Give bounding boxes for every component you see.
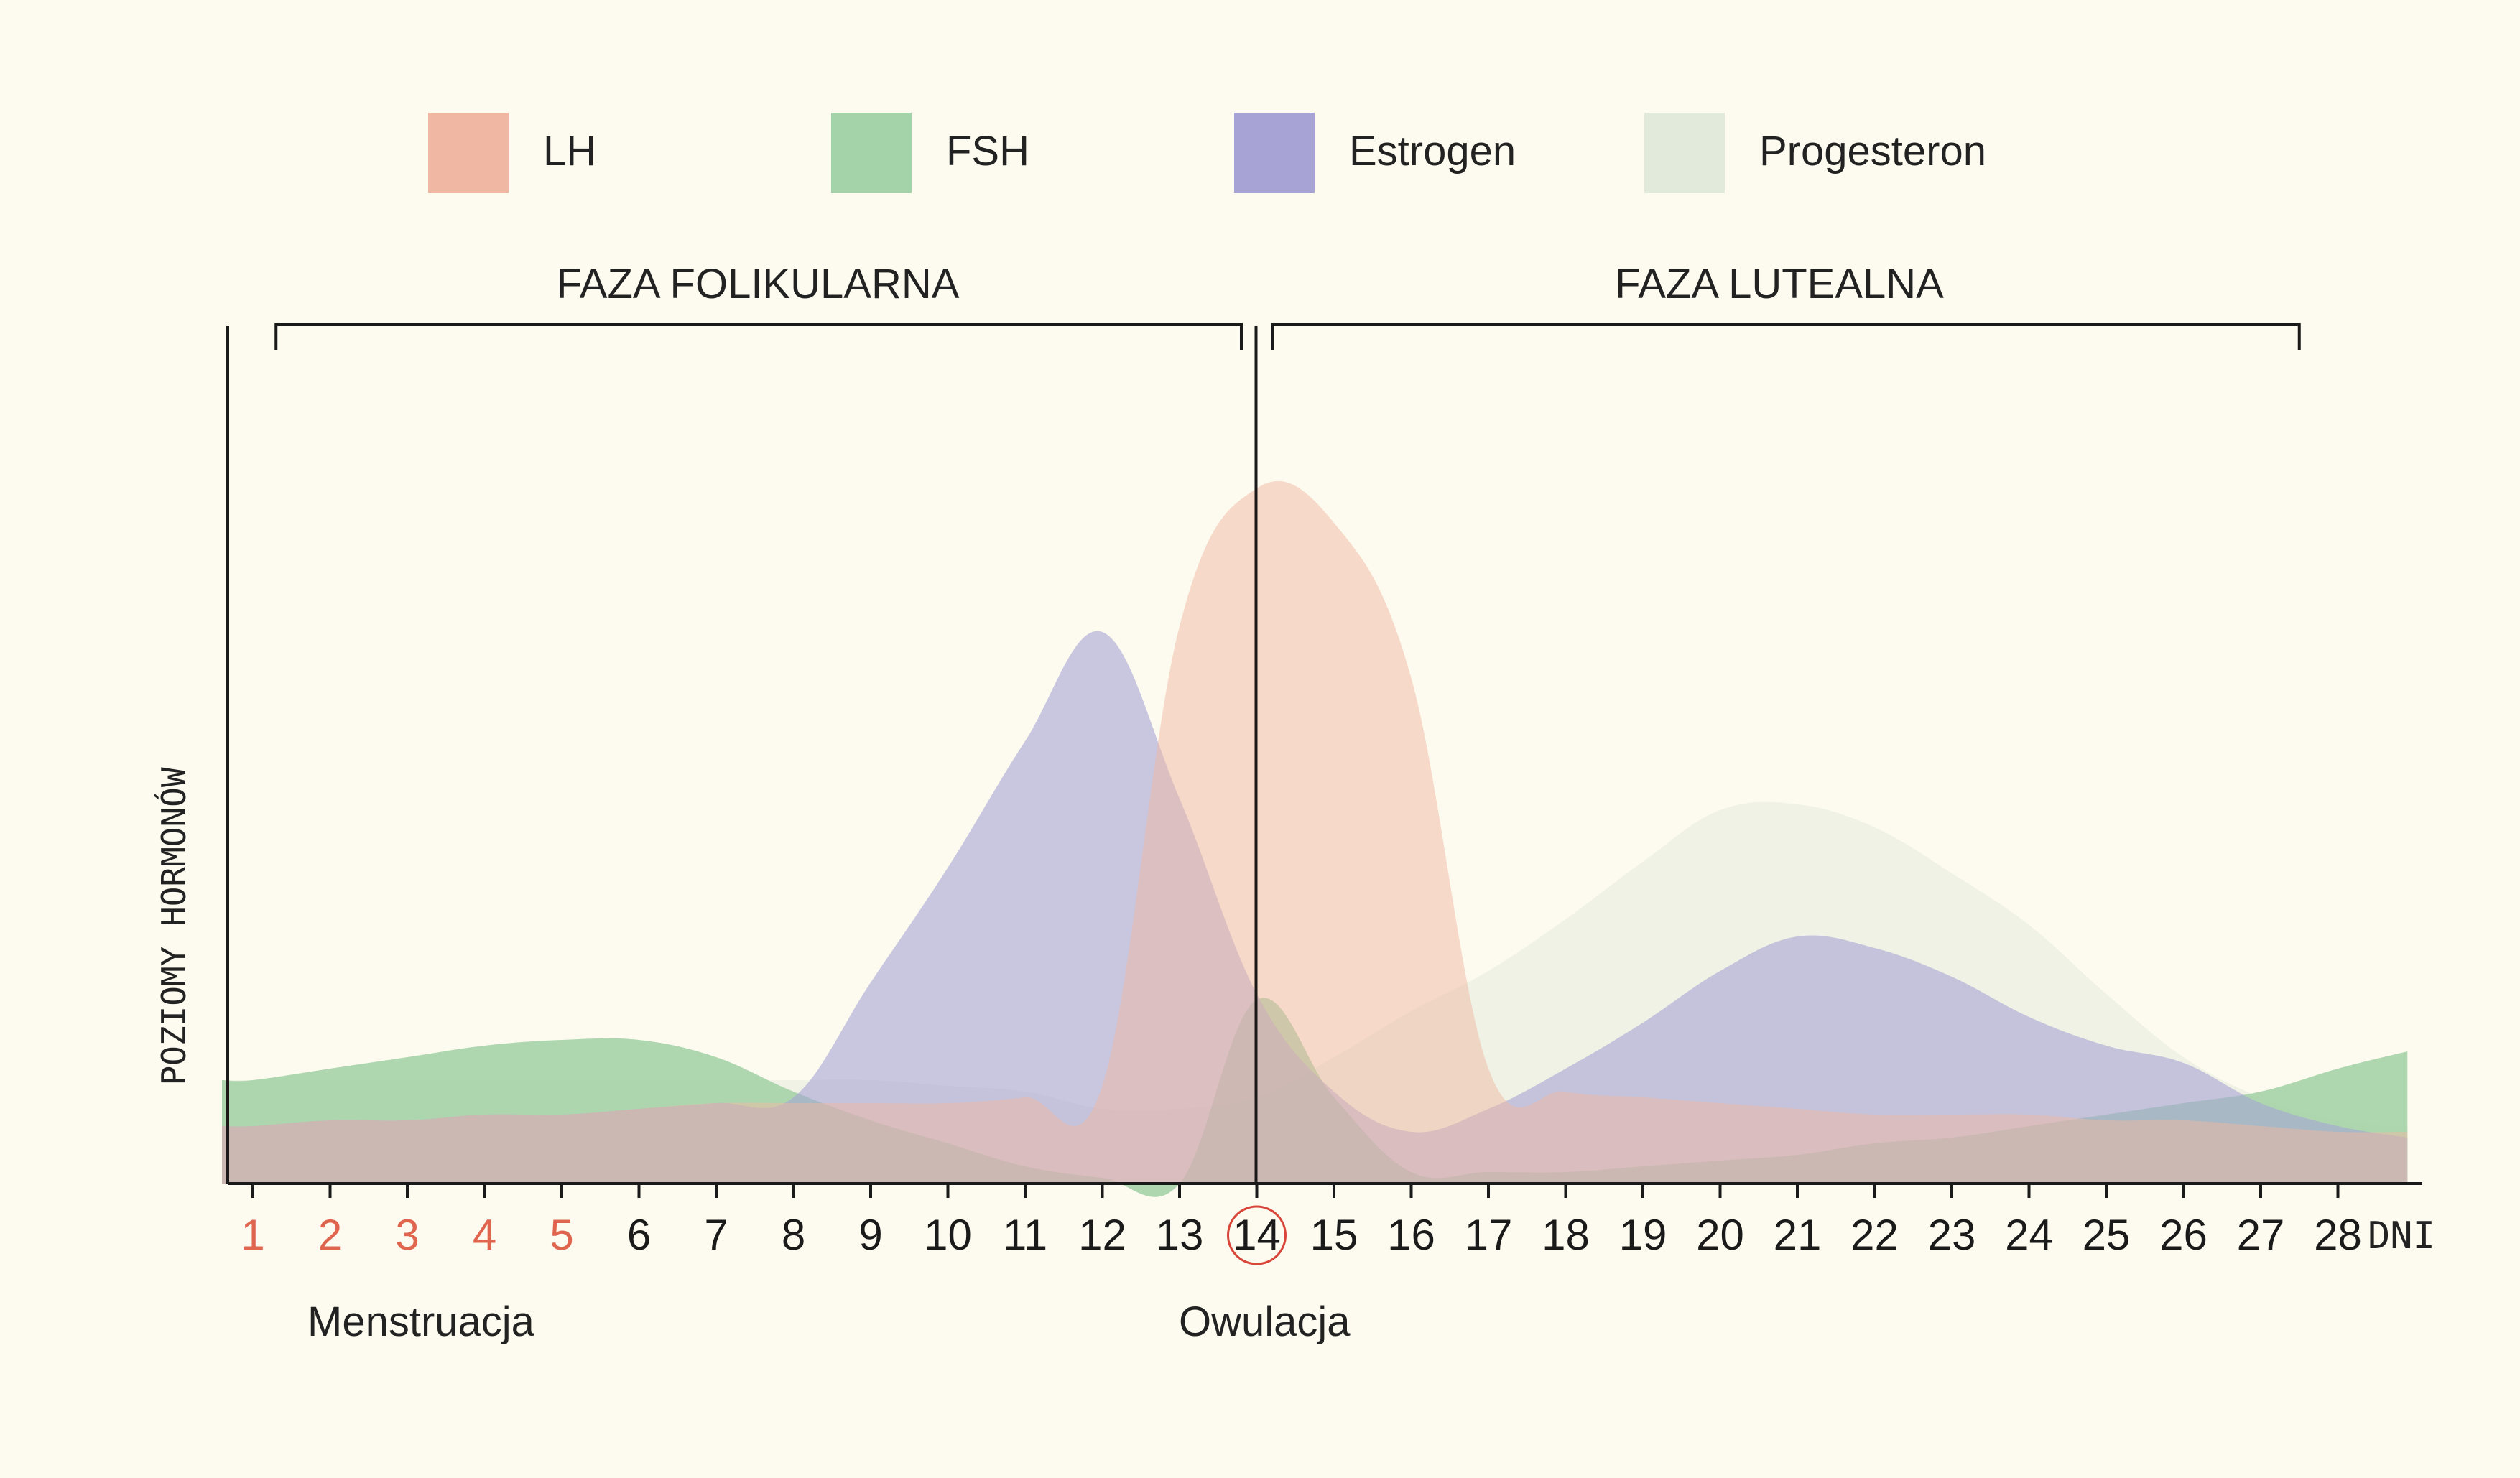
- x-tick-label: 13: [1156, 1211, 1204, 1259]
- x-tick-label: 5: [550, 1211, 573, 1259]
- x-tick-label: 10: [924, 1211, 972, 1259]
- x-tick-label: 26: [2159, 1211, 2208, 1259]
- x-tick-label: 16: [1387, 1211, 1435, 1259]
- x-tick-label: 4: [473, 1211, 496, 1259]
- ovulation-label: Owulacja: [1179, 1298, 1351, 1345]
- x-tick-label: 2: [318, 1211, 342, 1259]
- legend-swatch-estrogen: [1234, 113, 1315, 193]
- ovulation-day-circle: [1227, 1205, 1287, 1265]
- x-axis-unit-label: DNI: [2368, 1214, 2435, 1258]
- x-tick-label: 25: [2083, 1211, 2131, 1259]
- x-tick-label: 24: [2005, 1211, 2053, 1259]
- x-tick-label: 18: [1542, 1211, 1590, 1259]
- legend-swatch-lh: [428, 113, 509, 193]
- x-tick-label: 27: [2237, 1211, 2285, 1259]
- x-tick-label: 9: [858, 1211, 882, 1259]
- phase-bracket: [274, 323, 1243, 350]
- phase-label: FAZA FOLIKULARNA: [557, 261, 960, 307]
- x-tick-label: 14: [1233, 1211, 1281, 1259]
- legend-label-estrogen: Estrogen: [1349, 128, 1516, 175]
- x-tick-label: 22: [1850, 1211, 1899, 1259]
- axes-layer: POZIOMY HORMONÓW: [154, 326, 2422, 1185]
- y-axis-label: POZIOMY HORMONÓW: [154, 767, 193, 1085]
- x-tick-label: 15: [1310, 1211, 1358, 1259]
- area-estrogen: [222, 631, 2408, 1184]
- legend-label-progesteron: Progesteron: [1759, 128, 1986, 175]
- x-tick-label: 11: [1003, 1211, 1047, 1259]
- menstruation-label: Menstruacja: [307, 1298, 535, 1345]
- legend-swatch-fsh: [831, 113, 912, 193]
- x-tick-label: 17: [1465, 1211, 1513, 1259]
- x-tick-label: 20: [1696, 1211, 1744, 1259]
- notes-layer: Menstruacja Owulacja: [307, 1298, 1351, 1345]
- phase-label: FAZA LUTEALNA: [1615, 261, 1944, 307]
- legend-label-lh: LH: [543, 128, 596, 175]
- x-tick-label: 28: [2314, 1211, 2362, 1259]
- legend-swatch-progesteron: [1644, 113, 1725, 193]
- x-tick-label: 23: [1928, 1211, 1976, 1259]
- ticks-layer: 1 2 3 4 5 6 7 8 9 10 11 12 13 14 15 16 17 18 19 20 21 22 23 24 2…: [241, 1184, 2435, 1265]
- areas-layer: [222, 480, 2408, 1197]
- x-tick-label: 6: [627, 1211, 651, 1259]
- x-tick-label: 19: [1619, 1211, 1667, 1259]
- x-tick-label: 21: [1774, 1211, 1822, 1259]
- x-tick-label: 7: [704, 1211, 728, 1259]
- area-lh: [222, 480, 2408, 1184]
- phase-bracket: [1271, 323, 2301, 350]
- legend-label-fsh: FSH: [946, 128, 1029, 175]
- x-tick-label: 1: [241, 1211, 264, 1259]
- x-tick-label: 12: [1078, 1211, 1126, 1259]
- legend-layer: LH FSH Estrogen Progesteron: [428, 113, 1986, 193]
- x-tick-label: 8: [782, 1211, 805, 1259]
- phases-layer: FAZA FOLIKULARNA FAZA LUTEALNA: [274, 261, 2301, 350]
- x-tick-label: 3: [395, 1211, 419, 1259]
